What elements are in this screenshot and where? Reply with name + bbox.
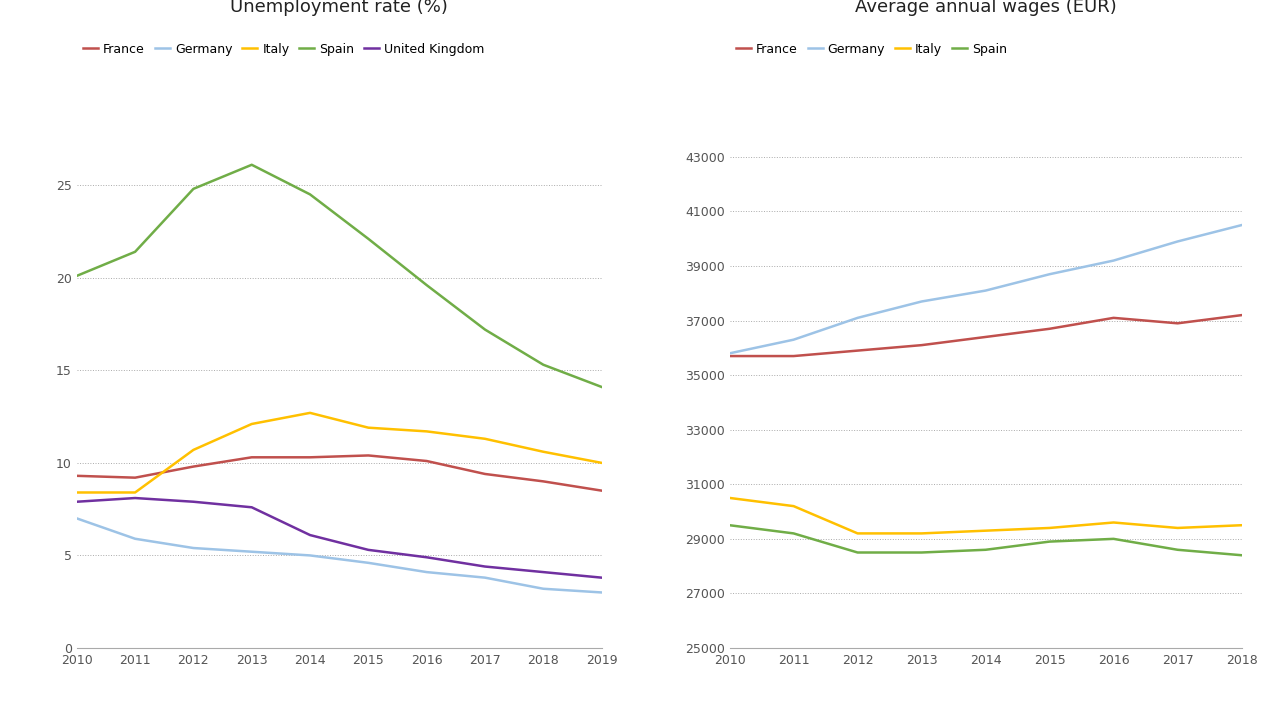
- Spain: [978, 546, 993, 554]
- United Kingdom: [244, 503, 260, 512]
- Spain: [535, 361, 550, 369]
- United Kingdom: [419, 553, 434, 562]
- France: [302, 453, 317, 462]
- Italy: [1042, 523, 1057, 532]
- Germany: [914, 297, 929, 306]
- Line: Italy: Italy: [730, 498, 1242, 534]
- Spain: [914, 548, 929, 557]
- United Kingdom: [535, 568, 550, 577]
- Spain: [1106, 534, 1121, 543]
- Italy: [978, 526, 993, 535]
- Italy: [722, 494, 737, 503]
- United Kingdom: [361, 546, 376, 554]
- Spain: [722, 521, 737, 529]
- Germany: [594, 588, 609, 597]
- France: [535, 477, 550, 486]
- Line: Spain: Spain: [730, 525, 1242, 555]
- Germany: [1106, 256, 1121, 265]
- Spain: [69, 271, 84, 280]
- Spain: [477, 325, 493, 334]
- Italy: [186, 446, 201, 454]
- Spain: [244, 161, 260, 169]
- Line: Germany: Germany: [730, 225, 1242, 354]
- France: [1170, 319, 1185, 328]
- Germany: [786, 336, 801, 344]
- Italy: [850, 529, 865, 538]
- Italy: [1234, 521, 1249, 529]
- Spain: [302, 190, 317, 199]
- Text: Average annual wages (EUR): Average annual wages (EUR): [855, 0, 1116, 16]
- Spain: [128, 248, 143, 256]
- France: [128, 473, 143, 482]
- United Kingdom: [302, 531, 317, 539]
- France: [419, 456, 434, 465]
- Legend: France, Germany, Italy, Spain, United Kingdom: France, Germany, Italy, Spain, United Ki…: [83, 42, 485, 55]
- Italy: [244, 420, 260, 428]
- United Kingdom: [128, 494, 143, 503]
- Italy: [535, 447, 550, 456]
- France: [477, 469, 493, 478]
- Germany: [128, 534, 143, 543]
- Germany: [419, 568, 434, 577]
- Spain: [361, 235, 376, 243]
- France: [186, 462, 201, 471]
- Germany: [477, 573, 493, 582]
- Italy: [786, 502, 801, 510]
- Italy: [128, 488, 143, 497]
- France: [722, 352, 737, 361]
- Spain: [1170, 546, 1185, 554]
- France: [361, 451, 376, 460]
- France: [786, 352, 801, 361]
- Spain: [186, 184, 201, 193]
- Italy: [361, 423, 376, 432]
- Germany: [302, 551, 317, 559]
- Spain: [594, 382, 609, 391]
- Germany: [535, 585, 550, 593]
- Spain: [786, 529, 801, 538]
- United Kingdom: [594, 573, 609, 582]
- Italy: [302, 408, 317, 417]
- France: [1042, 325, 1057, 333]
- Line: France: France: [77, 456, 602, 490]
- Spain: [419, 281, 434, 289]
- United Kingdom: [477, 562, 493, 571]
- Germany: [244, 547, 260, 556]
- France: [978, 333, 993, 341]
- Germany: [722, 349, 737, 358]
- Legend: France, Germany, Italy, Spain: France, Germany, Italy, Spain: [736, 42, 1007, 55]
- France: [594, 486, 609, 495]
- Text: Unemployment rate (%): Unemployment rate (%): [230, 0, 448, 16]
- United Kingdom: [69, 498, 84, 506]
- Germany: [1042, 270, 1057, 279]
- Spain: [850, 548, 865, 557]
- Italy: [419, 427, 434, 436]
- France: [914, 341, 929, 349]
- Germany: [1170, 237, 1185, 246]
- France: [850, 346, 865, 355]
- France: [1234, 311, 1249, 320]
- Line: United Kingdom: United Kingdom: [77, 498, 602, 577]
- France: [69, 472, 84, 480]
- Italy: [477, 434, 493, 443]
- Italy: [1106, 518, 1121, 527]
- Line: Germany: Germany: [77, 518, 602, 593]
- Germany: [850, 313, 865, 322]
- Line: Spain: Spain: [77, 165, 602, 387]
- Germany: [1234, 221, 1249, 230]
- Line: Italy: Italy: [77, 413, 602, 492]
- Germany: [361, 559, 376, 567]
- Italy: [914, 529, 929, 538]
- Italy: [69, 488, 84, 497]
- Germany: [978, 287, 993, 295]
- Spain: [1042, 537, 1057, 546]
- France: [1106, 313, 1121, 322]
- France: [244, 453, 260, 462]
- Germany: [186, 544, 201, 552]
- Spain: [1234, 551, 1249, 559]
- Italy: [594, 459, 609, 467]
- Line: France: France: [730, 315, 1242, 356]
- Germany: [69, 514, 84, 523]
- Italy: [1170, 523, 1185, 532]
- United Kingdom: [186, 498, 201, 506]
